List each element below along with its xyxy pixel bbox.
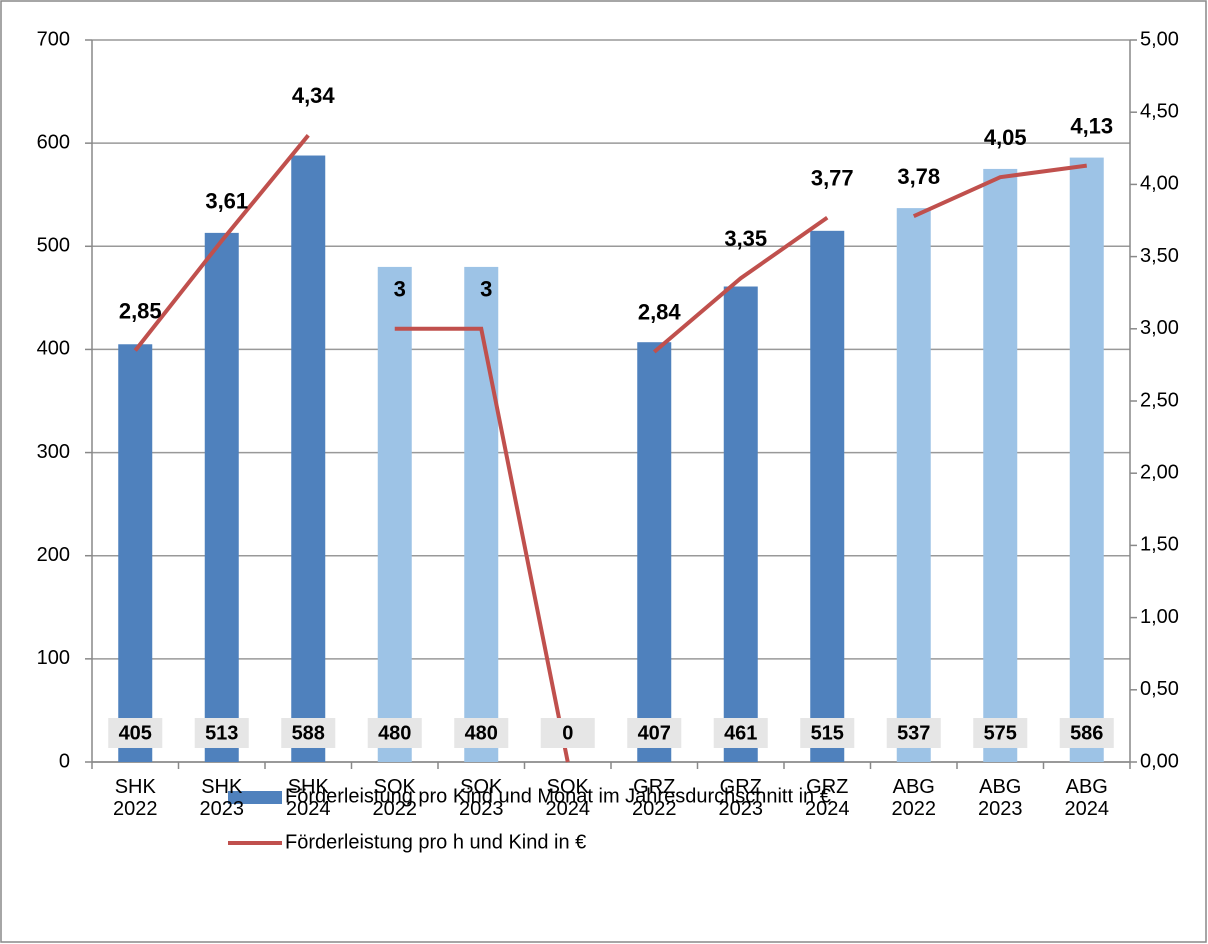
y2-tick-label: 1,50 [1140,534,1179,556]
data-label: 2,84 [638,300,682,325]
data-label-box [108,718,163,748]
y-tick-label: 700 [37,28,70,50]
x-tick-label: GRZ 2023 [718,776,764,820]
y2-tick-label: 4,50 [1140,100,1179,122]
line [912,163,1088,218]
data-label: 4,05 [984,125,1027,150]
x-tick-label: ABG 2024 [1064,776,1110,820]
legend-label: Förderleistung pro Kind und Monat im Jah… [285,785,831,807]
data-label-box [800,718,855,748]
data-label: 0 [562,722,573,744]
x-tick-label: SOK 2023 [459,776,504,820]
data-label: 588 [292,722,325,744]
data-label-box [454,718,509,748]
line [133,134,310,352]
data-label-box [194,718,249,748]
bar [637,342,672,762]
data-label: 461 [724,722,757,744]
y2-tick-label: 1,00 [1140,606,1179,628]
y-tick-label: 0 [59,750,70,772]
x-tick-label: SHK 2022 [113,776,158,820]
data-label: 3,61 [205,189,248,214]
data-label: 405 [119,722,152,744]
legend-swatch [228,791,282,804]
y-tick-label: 100 [37,647,70,669]
line [652,215,829,354]
y2-tick-label: 2,50 [1140,389,1179,411]
data-label: 3 [394,277,406,302]
y-tick-label: 200 [37,544,70,566]
data-label: 480 [378,722,411,744]
y2-tick-label: 3,00 [1140,317,1179,339]
y-tick-label: 600 [37,131,70,153]
data-label-box [713,718,768,748]
legend-label: Förderleistung pro h und Kind in € [285,831,586,853]
y2-tick-label: 2,00 [1140,461,1179,483]
bar [377,266,412,762]
bar [1069,157,1104,762]
data-label: 3 [480,277,492,302]
data-label-box [627,718,682,748]
y-tick-label: 500 [37,235,70,257]
data-label-box [1059,718,1114,748]
x-tick-label: SHK 2023 [199,776,245,820]
x-tick-label: GRZ 2024 [805,776,850,820]
data-label: 407 [638,722,671,744]
y-tick-label: 300 [37,441,70,463]
bar [983,168,1018,762]
x-tick-label: SHK 2024 [286,776,331,820]
bar [723,286,758,762]
y2-tick-label: 0,50 [1140,678,1179,700]
data-label: 3,35 [724,226,767,251]
data-label: 2,85 [119,298,162,323]
data-label: 537 [897,722,930,744]
x-tick-label: ABG 2022 [891,776,937,820]
bar [291,155,326,762]
data-label: 575 [984,722,1017,744]
data-label-box [281,718,336,748]
data-label-box [540,718,595,748]
data-label: 3,78 [897,164,940,189]
data-label-box [886,718,941,748]
data-label-box [367,718,422,748]
bar [118,344,153,762]
bar [204,232,239,762]
y2-tick-label: 5,00 [1140,28,1179,50]
data-label: 515 [811,722,844,744]
data-label: 513 [205,722,238,744]
bar [810,230,845,763]
x-tick-label: GRZ 2022 [632,776,677,820]
x-tick-label: SOK 2022 [372,776,418,820]
data-label-box [973,718,1028,748]
data-label: 480 [465,722,498,744]
bar [896,208,931,762]
x-tick-label: ABG 2023 [978,776,1023,820]
data-label: 4,13 [1070,113,1113,138]
data-label: 3,77 [811,165,854,190]
y2-tick-label: 0,00 [1140,750,1179,772]
data-label: 4,34 [292,83,336,108]
y2-tick-label: 4,00 [1140,173,1179,195]
data-label: 586 [1070,722,1103,744]
y2-tick-label: 3,50 [1140,245,1179,267]
x-tick-label: SOK 2024 [545,776,591,820]
line [394,326,570,763]
bar [464,266,499,762]
y-tick-label: 400 [37,338,70,360]
